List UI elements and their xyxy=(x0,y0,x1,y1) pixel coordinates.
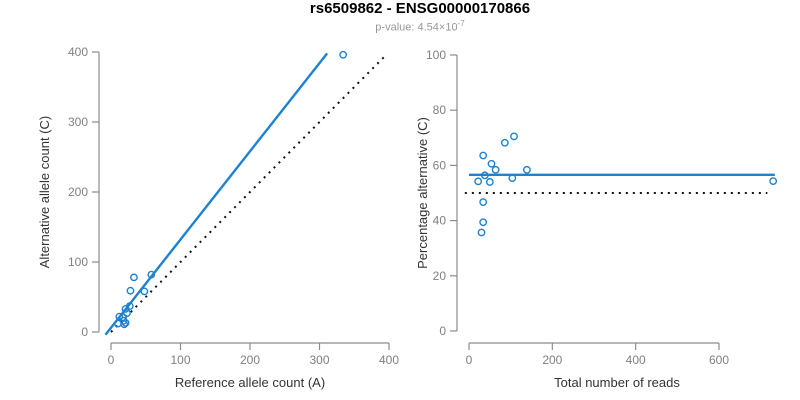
data-point xyxy=(339,50,348,59)
regression-line xyxy=(104,52,329,336)
x-tick-label: 300 xyxy=(309,353,329,367)
data-point xyxy=(123,309,131,317)
y-axis-title: Alternative allele count (C) xyxy=(37,116,52,268)
data-point xyxy=(479,198,488,207)
x-tick-label: 200 xyxy=(542,353,562,367)
data-point xyxy=(119,316,128,325)
data-points xyxy=(114,50,348,329)
data-point xyxy=(474,177,483,186)
data-point xyxy=(480,171,489,180)
data-point xyxy=(769,177,778,186)
y-tick-label: 60 xyxy=(433,158,447,172)
x-tick-label: 0 xyxy=(108,353,115,367)
x-axis: 0 100 200 300 400 Reference allele count (A) xyxy=(108,342,399,390)
y-tick-label: 40 xyxy=(433,214,447,228)
y-tick-label: 100 xyxy=(426,48,446,62)
data-point xyxy=(510,132,518,141)
y-axis: 0 20 40 60 80 100 Percentage alternative (C) xyxy=(415,48,458,338)
x-axis-title: Reference allele count (A) xyxy=(175,375,325,390)
data-point xyxy=(523,165,531,174)
data-point xyxy=(479,218,488,227)
y-tick-label: 200 xyxy=(68,185,88,199)
x-tick-label: 0 xyxy=(466,353,473,367)
data-point xyxy=(125,302,134,310)
data-point xyxy=(121,318,130,327)
y-tick-label: 80 xyxy=(433,103,447,117)
y-tick-label: 100 xyxy=(68,255,88,269)
percentage-vs-reads-plot: 0 200 400 600 Total number of reads 0 20 40 60 80… xyxy=(415,48,778,390)
x-axis-title: Total number of reads xyxy=(554,375,680,390)
data-point xyxy=(485,178,494,186)
x-axis: 0 200 400 600 Total number of reads xyxy=(466,342,729,390)
x-tick-label: 400 xyxy=(379,353,399,367)
data-point xyxy=(508,174,517,182)
data-point xyxy=(140,287,149,296)
y-tick-label: 20 xyxy=(433,269,447,283)
data-point xyxy=(115,312,124,321)
y-tick-label: 400 xyxy=(68,45,88,59)
data-point xyxy=(147,270,156,279)
y-axis: 0 100 200 300 400 Alternative allele count (C… xyxy=(37,45,100,339)
x-tick-label: 400 xyxy=(626,353,646,367)
x-tick-label: 200 xyxy=(240,353,260,367)
data-point xyxy=(479,151,488,160)
data-point xyxy=(500,138,509,147)
y-tick-label: 0 xyxy=(81,325,88,339)
y-axis-title: Percentage alternative (C) xyxy=(415,117,430,269)
y-tick-label: 300 xyxy=(68,115,88,129)
data-points xyxy=(474,132,778,237)
x-tick-label: 100 xyxy=(170,353,190,367)
data-point xyxy=(130,273,138,282)
x-tick-label: 600 xyxy=(709,353,729,367)
identity-line xyxy=(110,53,388,333)
data-point xyxy=(120,320,129,329)
data-point xyxy=(477,228,486,237)
data-point xyxy=(491,165,500,174)
data-point xyxy=(126,286,135,295)
data-point xyxy=(487,159,496,168)
y-tick-label: 0 xyxy=(439,324,446,338)
